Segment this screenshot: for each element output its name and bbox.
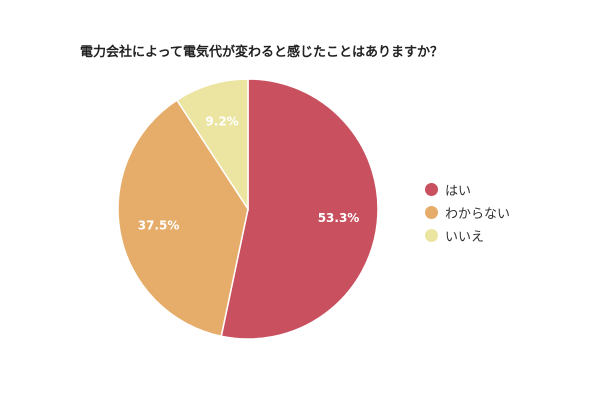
pie-slice-unsure[interactable] [117,99,249,338]
legend: はい わからない いいえ [425,178,510,247]
legend-item-yes[interactable]: はい [425,178,510,201]
legend-swatch-unsure [425,206,438,219]
data-label-no: 9.2% [205,114,238,128]
legend-item-unsure[interactable]: わからない [425,201,510,224]
legend-label-yes: はい [445,184,472,199]
legend-label-no: いいえ [445,230,485,245]
chart-title: 電力会社によって電気代が変わると感じたことはありますか？ [80,45,443,60]
data-label-yes: 53.3% [318,211,360,225]
legend-item-no[interactable]: いいえ [425,224,510,247]
legend-swatch-no [425,229,438,242]
data-label-unsure: 37.5% [138,218,180,232]
legend-label-unsure: わからない [445,207,511,222]
legend-swatch-yes [425,183,438,196]
pie-slice-no[interactable] [175,78,249,212]
pie-slice-yes[interactable] [220,78,379,340]
